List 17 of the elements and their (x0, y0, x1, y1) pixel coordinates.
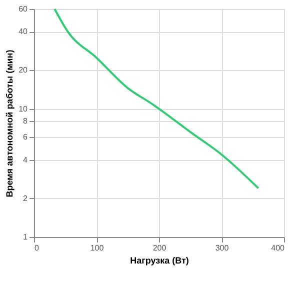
y-tick-label: 40 (18, 27, 28, 36)
x-tick-label: 400 (271, 244, 286, 252)
y-tick-label: 8 (23, 116, 28, 126)
y-tick-label: 4 (23, 155, 28, 164)
x-tick-label: 300 (215, 244, 230, 252)
y-tick-label: 10 (18, 104, 28, 114)
x-tick-label: 0 (34, 244, 40, 252)
y-tick-label: 6 (23, 132, 28, 142)
y-axis-title: Время автономной работы (мин) (4, 50, 15, 198)
line-series (54, 8, 260, 190)
y-tick-label: 2 (23, 194, 28, 203)
x-tick-label: 100 (90, 244, 104, 252)
y-tick-label: 60 (18, 4, 28, 14)
y-tick-label: 1 (23, 232, 28, 242)
y-tick-label: 20 (18, 66, 28, 75)
x-axis-title: Нагрузка (Вт) (130, 256, 189, 266)
x-tick-label: 200 (152, 244, 167, 252)
